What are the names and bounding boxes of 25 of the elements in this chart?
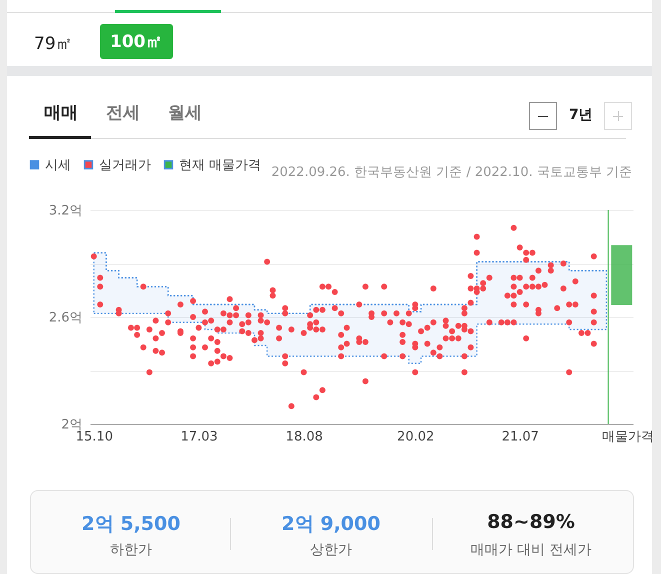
text: 매매 [44,102,78,124]
text: 2억 5,500 [82,512,180,537]
x-tick-label: 매물가격 [602,430,654,444]
text: 매매가 대비 전세가 [470,541,592,559]
text: 월세 [168,102,202,124]
text: 상한가 [310,541,352,559]
legend-label: 시세 [45,158,71,173]
legend-label: 현재 매물가격 [179,158,262,173]
text: 79㎡ [34,33,73,55]
text: 전세 [106,102,140,124]
y-tick-label: 2억 [61,418,82,432]
text: 2022.09.26. 한국부동산원 기준 / 2022.10. 국토교통부 기준 [271,164,632,181]
x-tick-label: 18.08 [286,430,323,444]
x-tick-label: 21.07 [502,430,539,444]
text: 하한가 [110,541,152,559]
y-tick-label: 3.2억 [48,204,82,218]
x-tick-label: 17.03 [180,430,218,444]
legend-label: 실거래가 [99,158,151,173]
y-tick-label: 2.6억 [48,310,82,326]
text: 2억 9,000 [282,512,380,537]
x-tick-label: 20.02 [397,430,434,444]
text: 7년 [569,106,593,124]
x-tick-label: 15.10 [76,430,113,444]
text: 88~89% [487,511,575,533]
text: 100㎡ [100,24,172,59]
